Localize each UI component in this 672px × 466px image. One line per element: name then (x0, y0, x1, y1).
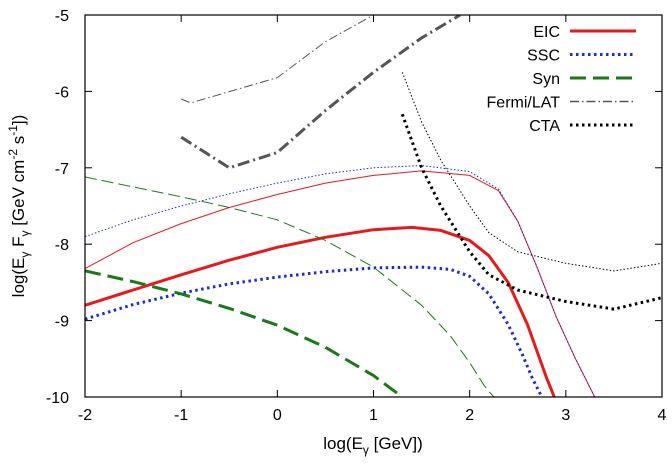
series-line-cta-thick (400, 113, 662, 311)
series-line-syn-thin (85, 176, 495, 397)
y-tick-labels: -10 -9 -8 -7 -6 -5 (46, 8, 69, 407)
x-tick-label: 1 (369, 407, 378, 424)
legend-label: Syn (532, 71, 560, 88)
x-tick-label: 3 (561, 407, 570, 424)
series-line-eic-thick (85, 225, 556, 397)
series-line-fermi-lat-thick (180, 15, 461, 170)
series-line-syn-thick (85, 269, 404, 397)
y-axis-title: log(Eγ Fγ [GeV cm-2 s-1]) (6, 115, 32, 298)
x-tick-label: 2 (465, 407, 474, 424)
y-tick-label: -8 (55, 237, 69, 254)
y-tick-label: -5 (55, 8, 69, 25)
series-line-fermi-lat-thin (181, 15, 375, 104)
x-tick-label: 4 (658, 407, 667, 424)
legend-label: SSC (527, 48, 560, 65)
x-tick-labels: -2 -1 0 1 2 3 4 (78, 407, 667, 424)
x-tick-label: -1 (174, 407, 188, 424)
series-layer (85, 15, 662, 397)
axis-ticks (84, 14, 663, 398)
plot-frame (84, 14, 663, 398)
legend-label: EIC (533, 24, 560, 41)
series-line-eic-thin (85, 170, 596, 397)
y-tick-label: -7 (55, 161, 69, 178)
legend-label: CTA (529, 118, 560, 135)
series-line-cta-thin (401, 72, 662, 272)
series-line-ssc-thick (85, 265, 544, 397)
y-tick-label: -10 (46, 390, 69, 407)
y-tick-label: -6 (55, 84, 69, 101)
legend: EIC SSC Syn Fermi/LAT CTA (487, 24, 636, 135)
x-tick-label: -2 (78, 407, 92, 424)
series-line-ssc-thin (85, 165, 596, 397)
y-tick-label: -9 (55, 314, 69, 331)
x-axis-title: log(Eγ [GeV]) (323, 434, 423, 457)
legend-label: Fermi/LAT (487, 95, 561, 112)
x-tick-label: 0 (273, 407, 282, 424)
